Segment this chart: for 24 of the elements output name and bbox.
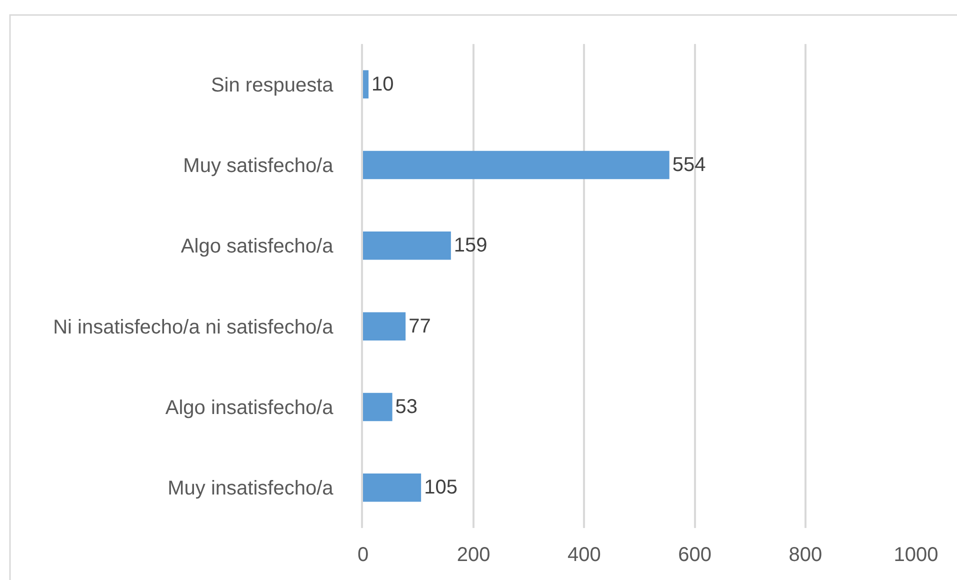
y-tick-label: Sin respuesta [210,74,334,96]
data-label: 554 [672,154,706,176]
bar [363,150,670,180]
x-tick-label: 0 [357,544,369,566]
x-tick-label: 400 [568,544,601,566]
x-tick-label: 600 [678,544,712,566]
data-label: 77 [408,315,431,338]
y-tick-label: Algo insatisfecho/a [165,397,334,419]
y-tick-label: Ni insatisfecho/a ni satisfecho/a [53,316,334,338]
y-tick-label: Algo satisfecho/a [180,236,334,258]
y-tick-label: Muy insatisfecho/a [168,478,334,500]
x-tick-label: 800 [788,544,822,566]
data-label: 53 [395,396,418,418]
y-tick-label: Muy satisfecho/a [183,155,334,177]
bar [363,474,422,502]
data-label: 10 [372,73,394,96]
bar [363,232,451,260]
bar [363,70,369,98]
x-tick-label: 1000 [894,544,938,566]
bar [363,312,406,340]
data-label: 159 [454,234,488,257]
x-tick-label: 200 [456,544,490,566]
bar [363,392,392,422]
data-label: 105 [424,476,458,499]
